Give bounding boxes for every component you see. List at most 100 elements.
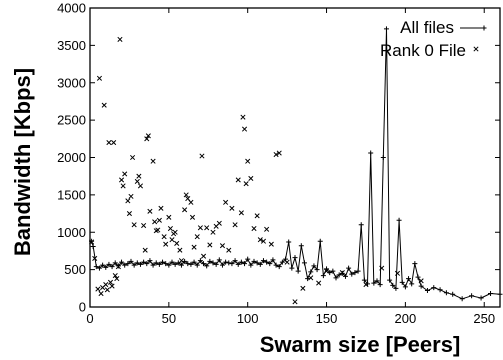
legend-marker-cross: [473, 46, 479, 52]
data-point-all-files: [185, 261, 191, 267]
data-point-all-files: [273, 262, 279, 268]
data-point-all-files: [270, 257, 276, 263]
data-point-rank-0-file: [96, 75, 103, 81]
data-point-rank-0-file: [363, 282, 369, 288]
data-point-all-files: [160, 259, 166, 265]
data-point-all-files: [204, 263, 210, 269]
data-point-all-files: [216, 257, 222, 263]
data-point-all-files: [267, 261, 273, 267]
data-point-all-files: [286, 239, 292, 245]
data-point-all-files: [289, 265, 295, 271]
data-point-all-files: [153, 260, 159, 266]
data-point-all-files: [292, 255, 298, 261]
legend-label-all-files: All files: [400, 18, 454, 37]
data-point-all-files: [194, 262, 200, 268]
data-point-rank-0-file: [268, 241, 274, 247]
data-point-all-files: [374, 278, 380, 284]
data-point-all-files: [207, 258, 213, 264]
data-point-all-files: [349, 271, 355, 277]
data-point-rank-0-file: [144, 136, 150, 142]
data-point-all-files: [352, 270, 358, 276]
data-point-rank-0-file: [174, 240, 180, 247]
y-tick-label: 3500: [57, 38, 86, 53]
x-tick-label: 250: [473, 311, 495, 326]
y-tick-label: 2000: [57, 150, 86, 165]
data-point-rank-0-file: [130, 154, 136, 161]
data-point-rank-0-file: [136, 173, 142, 179]
data-point-all-files: [213, 261, 219, 267]
data-point-rank-0-file: [308, 275, 314, 281]
x-axis-title: Swarm size [Peers]: [260, 332, 461, 357]
data-point-all-files: [260, 258, 266, 264]
data-point-all-files: [144, 261, 150, 267]
data-point-all-files: [469, 293, 475, 299]
y-tick-label: 4000: [57, 1, 86, 16]
data-point-rank-0-file: [251, 225, 257, 232]
data-point-rank-0-file: [276, 150, 282, 156]
data-point-all-files: [96, 265, 102, 271]
data-point-rank-0-file: [210, 229, 216, 235]
data-point-all-files: [122, 262, 128, 268]
data-point-all-files: [443, 290, 449, 296]
data-point-rank-0-file: [125, 198, 131, 204]
data-point-rank-0-file: [235, 177, 241, 183]
legend-sample-all-files: [460, 25, 487, 31]
data-point-rank-0-file: [292, 299, 298, 305]
data-point-all-files: [459, 296, 465, 302]
data-point-rank-0-file: [156, 217, 162, 223]
data-point-rank-0-file: [120, 183, 126, 189]
data-point-rank-0-file: [232, 222, 238, 228]
data-point-all-files: [279, 259, 285, 265]
data-point-all-files: [137, 261, 143, 267]
data-point-rank-0-file: [104, 287, 110, 293]
data-point-all-files: [191, 259, 197, 265]
data-point-rank-0-file: [118, 177, 125, 183]
data-point-all-files: [346, 265, 352, 271]
data-point-rank-0-file: [254, 213, 260, 219]
data-point-rank-0-file: [106, 139, 112, 146]
x-tick-label: 0: [86, 311, 93, 326]
data-point-rank-0-file: [147, 208, 153, 214]
y-tick-label: 3000: [57, 75, 86, 90]
data-point-all-files: [409, 281, 415, 287]
data-point-all-files: [450, 291, 456, 297]
data-point-all-files: [488, 291, 494, 297]
data-point-all-files: [223, 259, 229, 265]
data-point-rank-0-file: [339, 270, 345, 276]
data-point-all-files: [229, 261, 235, 267]
data-point-all-files: [305, 276, 311, 282]
data-point-all-files: [147, 258, 153, 264]
data-point-all-files: [431, 285, 437, 291]
data-point-rank-0-file: [199, 153, 205, 159]
data-point-all-files: [336, 272, 342, 278]
data-point-rank-0-file: [226, 247, 232, 253]
data-point-rank-0-file: [150, 158, 156, 164]
data-point-rank-0-file: [107, 279, 114, 285]
legend-label-rank-0-file: Rank 0 File: [380, 41, 466, 60]
data-point-all-files: [399, 279, 405, 285]
data-point-rank-0-file: [189, 214, 196, 220]
data-point-all-files: [119, 259, 125, 265]
data-point-rank-0-file: [240, 114, 246, 120]
data-point-all-files: [406, 276, 412, 282]
data-point-rank-0-file: [188, 199, 194, 205]
data-point-all-files: [342, 273, 348, 279]
data-point-rank-0-file: [155, 227, 161, 233]
data-point-rank-0-file: [197, 225, 203, 231]
data-point-all-files: [163, 261, 169, 267]
data-point-all-files: [412, 261, 418, 267]
data-point-rank-0-file: [169, 237, 175, 243]
data-point-all-files: [314, 267, 320, 273]
data-point-all-files: [415, 274, 421, 280]
data-point-rank-0-file: [243, 181, 249, 187]
data-point-rank-0-file: [128, 193, 134, 199]
y-tick-label: 2500: [57, 113, 86, 128]
data-point-all-files: [103, 264, 109, 270]
data-point-all-files: [387, 277, 393, 283]
data-point-rank-0-file: [137, 183, 144, 189]
data-point-rank-0-file: [207, 242, 213, 248]
data-point-rank-0-file: [163, 241, 169, 247]
data-point-all-files: [320, 273, 326, 279]
data-point-all-files: [109, 264, 115, 270]
data-point-all-files: [112, 260, 118, 266]
